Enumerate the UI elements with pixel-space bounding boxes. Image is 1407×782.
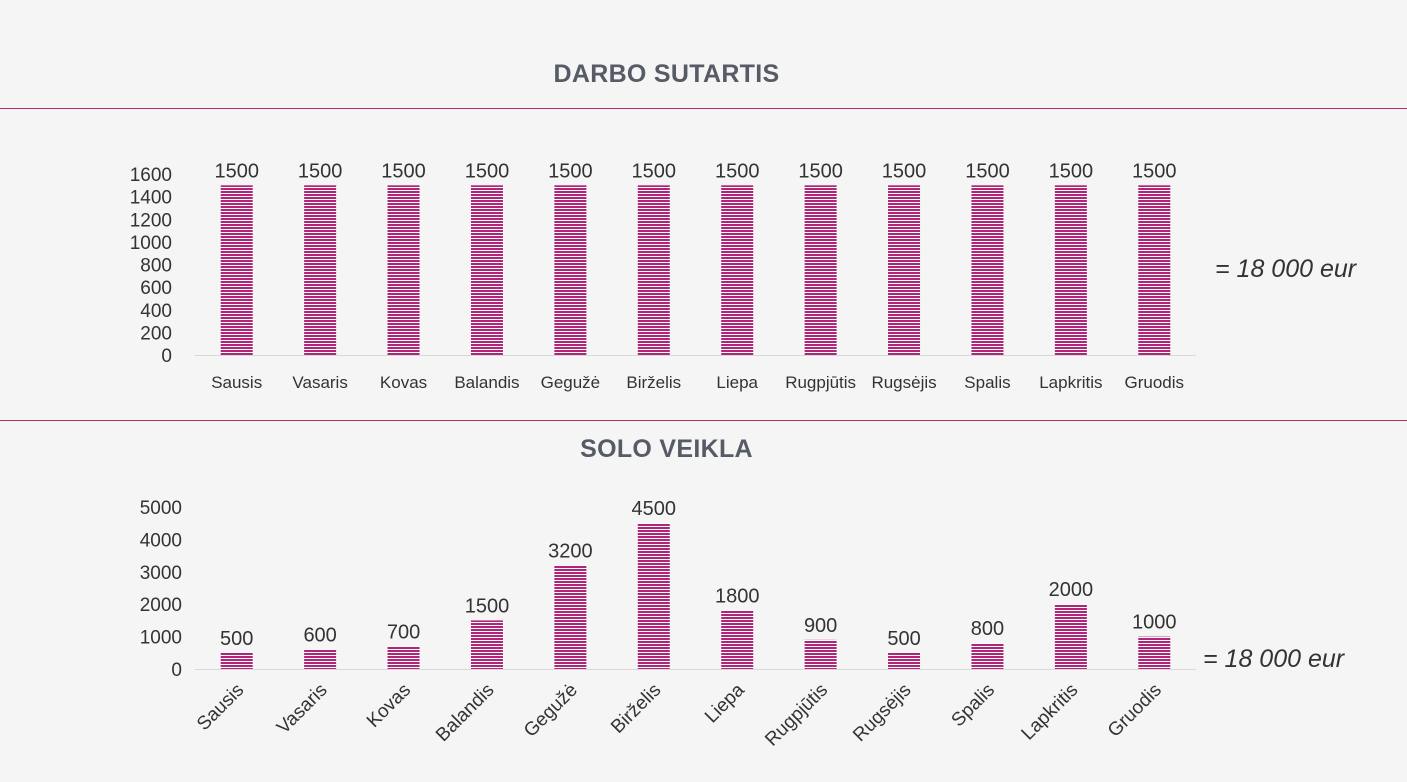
y-tick-label: 0 bbox=[171, 660, 182, 681]
bar bbox=[554, 185, 587, 355]
x-tick-label: Vasaris bbox=[273, 680, 332, 739]
y-tick-label: 4000 bbox=[140, 530, 182, 551]
data-label: 1500 bbox=[632, 160, 677, 182]
x-tick-label: Spalis bbox=[964, 373, 1010, 392]
total-annotation-darbo: = 18 000 eur bbox=[1215, 255, 1357, 283]
x-tick-label: Gruodis bbox=[1104, 680, 1166, 742]
bar bbox=[888, 185, 921, 355]
data-label: 1500 bbox=[1049, 160, 1094, 182]
y-tick-label: 200 bbox=[140, 323, 172, 344]
x-tick-label: Sausis bbox=[211, 373, 262, 392]
bar bbox=[220, 185, 253, 355]
x-tick-label: Spalis bbox=[948, 680, 999, 731]
data-label: 500 bbox=[220, 628, 253, 650]
x-tick-label: Balandis bbox=[454, 373, 519, 392]
data-label: 700 bbox=[387, 621, 420, 643]
bar bbox=[554, 565, 587, 669]
x-tick-label: Liepa bbox=[716, 373, 758, 392]
x-tick-label: Lapkritis bbox=[1018, 680, 1083, 745]
x-tick-label: Rugpjūtis bbox=[761, 680, 832, 751]
x-tick-label: Lapkritis bbox=[1039, 373, 1102, 392]
total-annotation-solo: = 18 000 eur bbox=[1203, 645, 1345, 673]
bar bbox=[804, 639, 837, 669]
data-label: 3200 bbox=[548, 540, 593, 562]
bar bbox=[470, 185, 503, 355]
x-tick-label: Rugsėjis bbox=[871, 373, 936, 392]
chart-title-solo-veikla: SOLO VEIKLA bbox=[580, 435, 753, 463]
data-label: 500 bbox=[887, 628, 920, 650]
x-tick-label: Rugsėjis bbox=[849, 680, 915, 746]
data-label: 1500 bbox=[548, 160, 593, 182]
bar bbox=[1138, 185, 1171, 355]
y-tick-label: 3000 bbox=[140, 563, 182, 584]
data-label: 1000 bbox=[1132, 612, 1177, 634]
y-tick-label: 1400 bbox=[130, 188, 172, 209]
data-label: 1500 bbox=[465, 595, 510, 617]
x-tick-label: Liepa bbox=[701, 679, 749, 727]
x-tick-label: Balandis bbox=[432, 680, 498, 746]
data-label: 1500 bbox=[965, 160, 1010, 182]
x-tick-label: Gegužė bbox=[541, 373, 601, 392]
bar bbox=[637, 523, 670, 669]
bar bbox=[387, 185, 420, 355]
bar bbox=[804, 185, 837, 355]
data-label: 1500 bbox=[298, 160, 343, 182]
x-tick-label: Kovas bbox=[363, 680, 415, 732]
data-label: 1500 bbox=[882, 160, 927, 182]
y-tick-label: 2000 bbox=[140, 595, 182, 616]
bar bbox=[387, 646, 420, 669]
x-tick-label: Sausis bbox=[193, 680, 248, 735]
data-label: 2000 bbox=[1049, 579, 1094, 601]
x-tick-label: Birželis bbox=[607, 680, 665, 738]
y-tick-label: 400 bbox=[140, 301, 172, 322]
y-tick-label: 1000 bbox=[140, 628, 182, 649]
data-label: 1500 bbox=[715, 160, 760, 182]
x-tick-label: Gruodis bbox=[1125, 373, 1185, 392]
data-label: 1500 bbox=[1132, 160, 1177, 182]
x-tick-label: Birželis bbox=[626, 373, 681, 392]
y-tick-label: 600 bbox=[140, 278, 172, 299]
bar bbox=[888, 652, 921, 669]
y-tick-label: 1200 bbox=[130, 210, 172, 231]
data-label: 800 bbox=[971, 618, 1004, 640]
bar bbox=[1138, 636, 1171, 669]
bar bbox=[304, 649, 337, 669]
data-label: 1500 bbox=[214, 160, 259, 182]
chart-title-darbo-sutartis: DARBO SUTARTIS bbox=[553, 60, 780, 88]
bar bbox=[1054, 185, 1087, 355]
y-tick-label: 5000 bbox=[140, 498, 182, 519]
y-tick-label: 1000 bbox=[130, 233, 172, 254]
data-label: 1500 bbox=[798, 160, 843, 182]
data-label: 1800 bbox=[715, 586, 760, 608]
bar bbox=[721, 610, 754, 669]
data-label: 1500 bbox=[465, 160, 510, 182]
bar bbox=[721, 185, 754, 355]
data-label: 1500 bbox=[381, 160, 426, 182]
x-tick-label: Gegužė bbox=[520, 680, 582, 742]
x-tick-label: Rugpjūtis bbox=[785, 373, 856, 392]
y-tick-label: 800 bbox=[140, 256, 172, 277]
bar bbox=[971, 643, 1004, 669]
divider-line bbox=[0, 108, 1407, 109]
bar bbox=[1054, 604, 1087, 669]
bar bbox=[304, 185, 337, 355]
y-tick-label: 0 bbox=[161, 346, 172, 367]
data-label: 900 bbox=[804, 615, 837, 637]
divider-line bbox=[0, 420, 1407, 421]
bar bbox=[220, 652, 253, 669]
solo-veikla-bar-chart: 0 1000 2000 3000 4000 5000 500 Sausis 600 Vasaris… bbox=[140, 498, 1196, 751]
bar bbox=[470, 620, 503, 669]
x-tick-label: Vasaris bbox=[292, 373, 347, 392]
data-label: 4500 bbox=[632, 498, 677, 520]
bar bbox=[637, 185, 670, 355]
y-tick-label: 1600 bbox=[130, 165, 172, 186]
x-tick-label: Kovas bbox=[380, 373, 427, 392]
bar bbox=[971, 185, 1004, 355]
data-label: 600 bbox=[303, 625, 336, 647]
